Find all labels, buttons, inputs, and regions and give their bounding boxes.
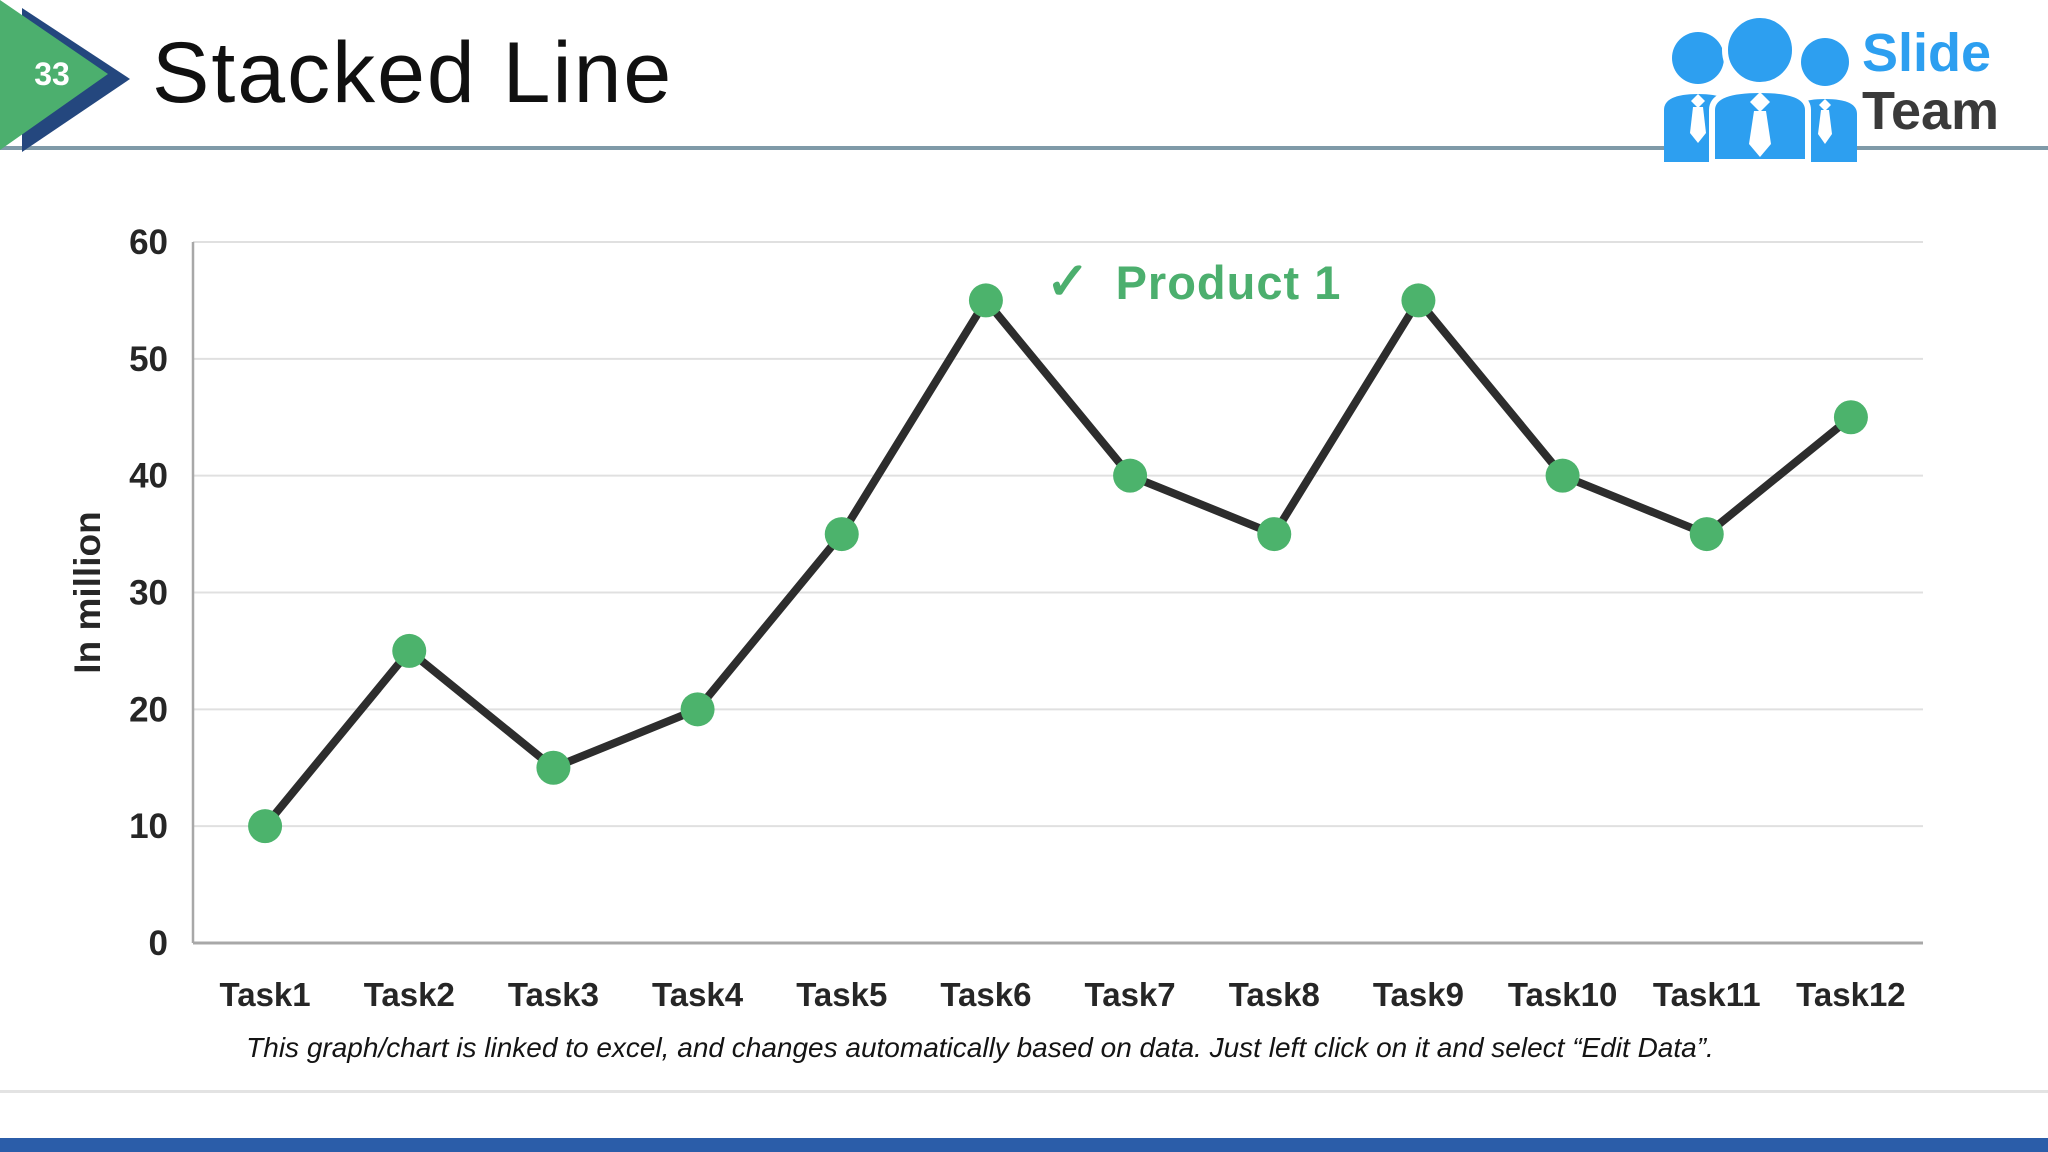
x-tick-label: Task1 <box>220 976 311 1013</box>
header-divider <box>0 146 2048 150</box>
check-icon: ✓ <box>1046 253 1090 311</box>
x-tick-label: Task7 <box>1085 976 1176 1013</box>
data-point[interactable] <box>1689 517 1724 552</box>
x-tick-label: Task11 <box>1653 976 1761 1013</box>
logo-text-slide: Slide <box>1862 23 1992 83</box>
y-tick-label: 10 <box>129 807 168 846</box>
logo-text: Slide Team <box>1862 24 1999 140</box>
page-title: Stacked Line <box>152 25 674 121</box>
y-tick-label: 60 <box>129 223 168 262</box>
data-point[interactable] <box>392 633 427 668</box>
data-point[interactable] <box>1545 458 1580 493</box>
x-tick-label: Task3 <box>508 976 599 1013</box>
slideteam-logo: Slide Team <box>1660 10 2040 165</box>
data-point[interactable] <box>824 517 859 552</box>
data-point[interactable] <box>248 809 283 844</box>
y-tick-label: 0 <box>149 924 168 963</box>
y-tick-label: 40 <box>129 457 168 496</box>
x-tick-label: Task2 <box>364 976 455 1013</box>
x-tick-label: Task5 <box>796 976 887 1013</box>
series-line <box>261 296 1855 831</box>
arrow-green-shape <box>0 0 108 150</box>
x-tick-label: Task12 <box>1796 976 1905 1013</box>
people-icon <box>1664 12 1857 162</box>
x-tick-label: Task6 <box>940 976 1031 1013</box>
page-number-arrow <box>0 0 130 152</box>
page-number: 33 <box>34 56 70 92</box>
x-tick-label: Task8 <box>1229 976 1320 1013</box>
y-tick-label: 30 <box>129 574 168 613</box>
data-point[interactable] <box>1833 400 1868 435</box>
y-axis-title: In million <box>67 511 108 673</box>
bottom-accent-bar <box>0 1138 2048 1152</box>
footer-divider <box>0 1090 2048 1093</box>
data-point[interactable] <box>1113 458 1148 493</box>
x-tick-label: Task10 <box>1508 976 1617 1013</box>
data-point[interactable] <box>1401 283 1436 318</box>
chart-legend: ✓ Product 1 <box>1046 252 1341 312</box>
legend-series-label: Product 1 <box>1115 255 1342 309</box>
data-point[interactable] <box>680 692 715 727</box>
logo-text-team: Team <box>1862 81 2000 141</box>
data-point[interactable] <box>1257 517 1292 552</box>
x-tick-label: Task4 <box>652 976 744 1013</box>
data-point[interactable] <box>536 750 571 785</box>
excel-link-note: This graph/chart is linked to excel, and… <box>246 1032 1714 1063</box>
x-tick-label: Task9 <box>1373 976 1464 1013</box>
data-point[interactable] <box>968 283 1003 318</box>
y-tick-label: 50 <box>129 340 168 379</box>
y-tick-label: 20 <box>129 690 168 729</box>
